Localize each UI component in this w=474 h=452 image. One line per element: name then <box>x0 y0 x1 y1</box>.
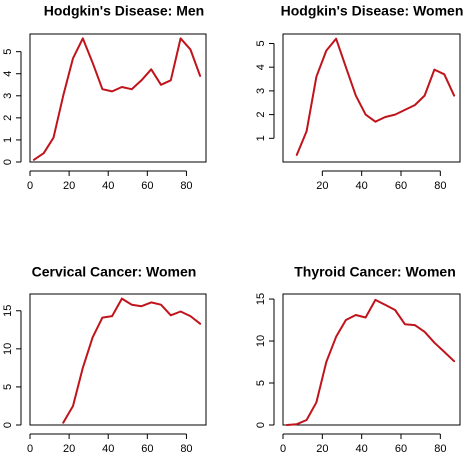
plot-frame <box>282 293 461 426</box>
y-tick-label: 2 <box>2 115 14 121</box>
y-tick-label: 5 <box>2 384 14 390</box>
y-tick-label: 5 <box>2 49 14 55</box>
x-tick-label: 60 <box>395 180 407 192</box>
x-tick-label: 0 <box>27 180 33 192</box>
x-tick-label: 80 <box>180 443 192 452</box>
y-axis: 0 5 10 15 <box>2 305 22 428</box>
y-axis: 1 2 3 4 5 <box>255 40 275 141</box>
x-tick-label: 0 <box>280 443 286 452</box>
chart-title: Hodgkin's Disease: Women <box>281 3 464 19</box>
y-tick-label: 15 <box>255 293 267 305</box>
y-tick-label: 4 <box>255 64 267 70</box>
x-axis: 0 20 40 60 80 <box>280 433 446 452</box>
x-axis: 20 40 60 80 <box>316 170 446 192</box>
y-tick-label: 3 <box>255 88 267 94</box>
y-tick-label: 1 <box>255 135 267 141</box>
y-tick-label: 5 <box>255 40 267 46</box>
x-tick-label: 60 <box>395 443 407 452</box>
series-line <box>295 37 456 156</box>
x-tick-label: 20 <box>316 180 328 192</box>
chart-title: Cervical Cancer: Women <box>32 264 197 280</box>
y-tick-label: 4 <box>2 71 14 77</box>
x-tick-label: 80 <box>180 180 192 192</box>
series-line <box>62 297 202 424</box>
chart-panel-4: Thyroid Cancer: Women 0 20 40 60 80 0 5 10 15 <box>255 264 461 452</box>
x-tick-label: 20 <box>63 443 75 452</box>
x-tick-label: 40 <box>102 443 114 452</box>
y-axis: 0 1 2 3 4 5 <box>2 49 22 165</box>
chart-title: Thyroid Cancer: Women <box>294 264 456 280</box>
series-line <box>285 298 456 426</box>
y-tick-label: 15 <box>2 305 14 317</box>
y-tick-label: 5 <box>255 380 267 386</box>
plot-frame <box>29 33 207 163</box>
chart-title: Hodgkin's Disease: Men <box>44 3 204 19</box>
x-tick-label: 80 <box>434 180 446 192</box>
y-tick-label: 0 <box>2 422 14 428</box>
y-tick-label: 0 <box>2 159 14 165</box>
x-tick-label: 0 <box>27 443 33 452</box>
series-line <box>32 37 202 161</box>
x-tick-label: 60 <box>141 180 153 192</box>
plot-frame <box>282 33 461 163</box>
x-axis: 0 20 40 60 80 <box>27 433 193 452</box>
y-tick-label: 10 <box>255 335 267 347</box>
x-tick-label: 20 <box>63 180 75 192</box>
x-tick-label: 60 <box>141 443 153 452</box>
plot-frame <box>29 293 207 426</box>
x-axis: 0 20 40 60 80 <box>27 170 193 192</box>
y-tick-label: 10 <box>2 343 14 355</box>
chart-panel-1: Hodgkin's Disease: Men 0 20 40 60 80 0 1 2 3 4 5 <box>2 3 207 192</box>
chart-panel-3: Cervical Cancer: Women 0 20 40 60 80 0 5 10 15 <box>2 264 207 452</box>
chart-panel-2: Hodgkin's Disease: Women 20 40 60 80 1 2 3 4 5 <box>255 3 463 192</box>
y-tick-label: 0 <box>255 422 267 428</box>
y-tick-label: 1 <box>2 137 14 143</box>
x-tick-label: 80 <box>434 443 446 452</box>
x-tick-label: 40 <box>356 443 368 452</box>
x-tick-label: 20 <box>316 443 328 452</box>
x-tick-label: 40 <box>102 180 114 192</box>
x-tick-label: 40 <box>356 180 368 192</box>
y-axis: 0 5 10 15 <box>255 293 275 428</box>
y-tick-label: 3 <box>2 93 14 99</box>
y-tick-label: 2 <box>255 112 267 118</box>
